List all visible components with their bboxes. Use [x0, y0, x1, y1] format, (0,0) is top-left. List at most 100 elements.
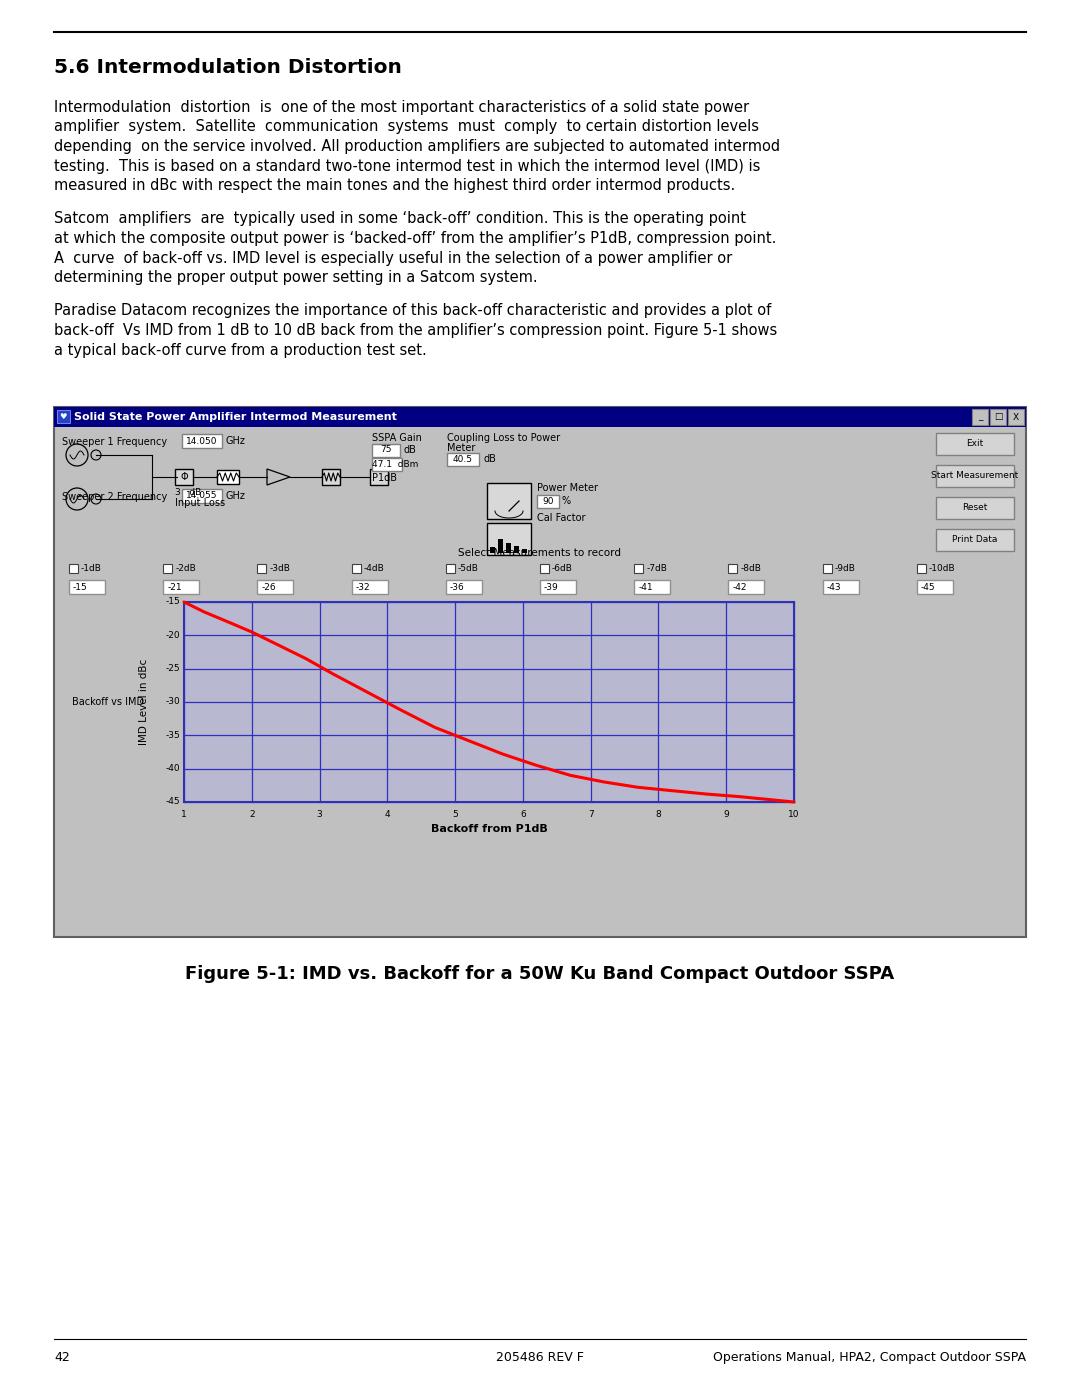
Text: Φ: Φ — [180, 472, 188, 482]
Text: Print Data: Print Data — [953, 535, 998, 545]
Bar — [487, 522, 531, 555]
Bar — [728, 564, 738, 573]
Bar — [257, 564, 267, 573]
Text: -36: -36 — [449, 583, 464, 591]
Text: -26: -26 — [261, 583, 276, 591]
Bar — [634, 580, 671, 594]
Text: 47.1  dBm: 47.1 dBm — [372, 460, 418, 469]
Text: 90: 90 — [542, 496, 554, 506]
Text: determining the proper output power setting in a Satcom system.: determining the proper output power sett… — [54, 270, 538, 285]
Text: 10: 10 — [788, 810, 800, 819]
Text: -41: -41 — [638, 583, 652, 591]
Text: A  curve  of back-off vs. IMD level is especially useful in the selection of a p: A curve of back-off vs. IMD level is esp… — [54, 250, 732, 265]
Text: -39: -39 — [544, 583, 558, 591]
Bar — [446, 580, 482, 594]
Text: Sweeper 1 Frequency: Sweeper 1 Frequency — [62, 437, 167, 447]
Bar — [823, 580, 859, 594]
Bar — [370, 469, 388, 485]
Bar — [175, 469, 193, 485]
Text: Backoff from P1dB: Backoff from P1dB — [431, 824, 548, 834]
Text: _: _ — [977, 412, 982, 422]
Text: IMD Level in dBc: IMD Level in dBc — [139, 659, 149, 745]
Text: -2dB: -2dB — [175, 564, 195, 573]
Text: measured in dBc with respect the main tones and the highest third order intermod: measured in dBc with respect the main to… — [54, 177, 735, 193]
Text: -20: -20 — [165, 631, 180, 640]
Text: a typical back-off curve from a production test set.: a typical back-off curve from a producti… — [54, 342, 427, 358]
Text: -7dB: -7dB — [646, 564, 667, 573]
Text: Sweeper 2 Frequency: Sweeper 2 Frequency — [62, 492, 167, 502]
Text: -15: -15 — [165, 598, 180, 606]
Text: 14.055: 14.055 — [186, 492, 218, 500]
Text: -45: -45 — [165, 798, 180, 806]
Text: 3: 3 — [316, 810, 323, 819]
Text: -8dB: -8dB — [741, 564, 761, 573]
Text: 14.050: 14.050 — [186, 436, 218, 446]
Text: Coupling Loss to Power: Coupling Loss to Power — [447, 433, 561, 443]
Text: -30: -30 — [165, 697, 180, 707]
Text: -4dB: -4dB — [364, 564, 384, 573]
Text: at which the composite output power is ‘backed-off’ from the amplifier’s P1dB, c: at which the composite output power is ‘… — [54, 231, 777, 246]
Text: 40.5: 40.5 — [453, 454, 473, 464]
Text: -6dB: -6dB — [552, 564, 572, 573]
Text: 8: 8 — [656, 810, 661, 819]
Bar — [490, 548, 495, 553]
Text: Power Meter: Power Meter — [537, 483, 598, 493]
Bar — [972, 409, 988, 425]
Bar — [498, 539, 503, 553]
Bar — [1008, 409, 1024, 425]
Text: -45: -45 — [921, 583, 935, 591]
Bar — [183, 434, 222, 448]
Text: GHz: GHz — [225, 490, 245, 502]
Text: 205486 REV F: 205486 REV F — [496, 1351, 584, 1363]
Text: Reset: Reset — [962, 503, 988, 513]
Bar — [69, 564, 78, 573]
Bar — [537, 495, 559, 509]
Text: Select Measurements to record: Select Measurements to record — [459, 548, 621, 557]
Text: 5.6 Intermodulation Distortion: 5.6 Intermodulation Distortion — [54, 59, 402, 77]
Text: 42: 42 — [54, 1351, 70, 1363]
Text: 2: 2 — [249, 810, 255, 819]
Text: Intermodulation  distortion  is  one of the most important characteristics of a : Intermodulation distortion is one of the… — [54, 101, 750, 115]
Bar — [352, 580, 388, 594]
Bar — [372, 458, 402, 471]
Text: -40: -40 — [165, 764, 180, 773]
Bar — [163, 564, 172, 573]
Text: 6: 6 — [519, 810, 526, 819]
Bar — [507, 543, 511, 553]
Bar — [54, 407, 1026, 427]
Bar — [917, 580, 953, 594]
Text: back-off  Vs IMD from 1 dB to 10 dB back from the amplifier’s compression point.: back-off Vs IMD from 1 dB to 10 dB back … — [54, 323, 778, 338]
Bar — [990, 409, 1005, 425]
Text: amplifier  system.  Satellite  communication  systems  must  comply  to certain : amplifier system. Satellite communicatio… — [54, 120, 759, 134]
Bar — [514, 546, 519, 553]
Text: -5dB: -5dB — [458, 564, 478, 573]
Text: 75: 75 — [380, 446, 392, 454]
Text: dB: dB — [403, 446, 416, 455]
Text: depending  on the service involved. All production amplifiers are subjected to a: depending on the service involved. All p… — [54, 138, 780, 154]
Text: -42: -42 — [732, 583, 747, 591]
Text: X: X — [1013, 412, 1020, 422]
Text: Exit: Exit — [967, 440, 984, 448]
Text: dB: dB — [483, 454, 496, 464]
Text: GHz: GHz — [225, 436, 245, 446]
Text: -1dB: -1dB — [81, 564, 102, 573]
Text: -3dB: -3dB — [269, 564, 291, 573]
Text: -21: -21 — [167, 583, 181, 591]
Text: -43: -43 — [826, 583, 841, 591]
Text: testing.  This is based on a standard two-tone intermod test in which the interm: testing. This is based on a standard two… — [54, 158, 760, 173]
Bar — [352, 564, 361, 573]
Bar — [634, 564, 644, 573]
Bar — [487, 483, 531, 520]
Bar — [57, 409, 70, 423]
Bar — [936, 529, 1014, 550]
Bar — [257, 580, 294, 594]
Text: Solid State Power Amplifier Intermod Measurement: Solid State Power Amplifier Intermod Mea… — [75, 412, 396, 422]
Text: SSPA Gain: SSPA Gain — [372, 433, 422, 443]
Text: Backoff vs IMD: Backoff vs IMD — [72, 697, 144, 707]
Text: Satcom  amplifiers  are  typically used in some ‘back-off’ condition. This is th: Satcom amplifiers are typically used in … — [54, 211, 746, 226]
Bar — [540, 580, 576, 594]
Text: 4: 4 — [384, 810, 390, 819]
Bar — [936, 433, 1014, 455]
Bar — [522, 549, 527, 553]
Text: -25: -25 — [165, 664, 180, 673]
